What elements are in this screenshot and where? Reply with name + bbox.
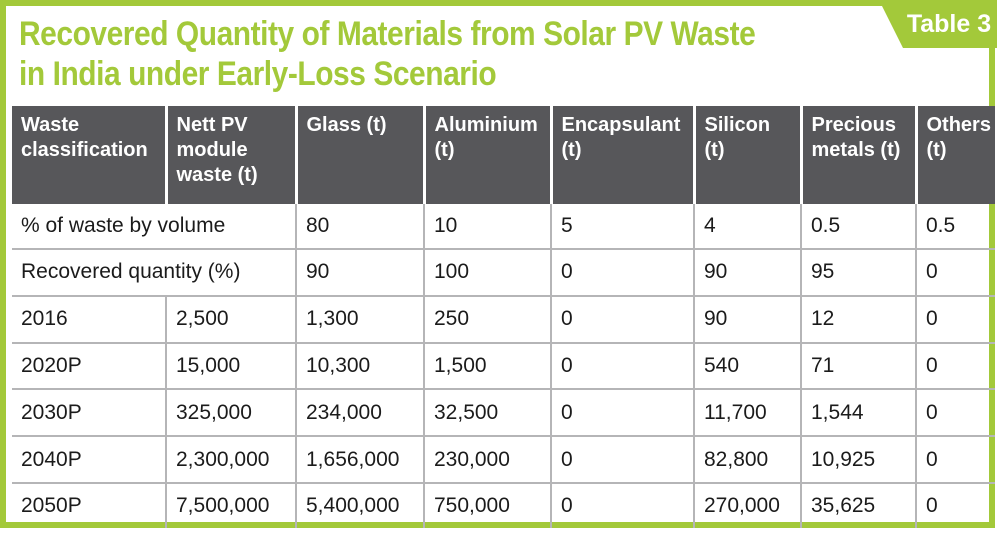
table-cell: 0 — [916, 388, 995, 437]
table-row-2050p: 2050P 7,500,000 5,400,000 750,000 0 270,… — [12, 481, 995, 528]
table-cell: 1,544 — [801, 388, 917, 437]
table-cell: 230,000 — [424, 435, 552, 483]
table-cell: 11,700 — [694, 388, 802, 437]
table-cell: 0 — [551, 435, 695, 483]
table-cell: 4 — [694, 204, 802, 249]
row-label: 2050P — [12, 481, 167, 528]
table-cell: 0 — [916, 294, 995, 343]
table-cell: 0 — [551, 248, 695, 296]
table-cell: 10,925 — [801, 435, 917, 483]
table-cell: 5 — [551, 204, 695, 249]
table-cell: 0 — [551, 341, 695, 390]
table-cell: 250 — [424, 294, 552, 343]
row-label: 2040P — [12, 435, 167, 483]
header-cell-precious-metals: Precious metals (t) — [801, 106, 918, 204]
table-cell: 0 — [916, 248, 995, 296]
table-row-2016: 2016 2,500 1,300 250 0 90 12 0 — [12, 294, 995, 343]
table-cell: 325,000 — [166, 388, 297, 437]
row-label: 2030P — [12, 388, 167, 437]
table-cell: 234,000 — [296, 388, 425, 437]
table-cell: 1,300 — [296, 294, 425, 343]
table-row-2020p: 2020P 15,000 10,300 1,500 0 540 71 0 — [12, 341, 995, 390]
data-table: Waste classification Nett PV module wast… — [12, 106, 995, 528]
table-title-line1: Recovered Quantity of Materials from Sol… — [19, 15, 756, 53]
table-cell: 1,656,000 — [296, 435, 425, 483]
table-row-2030p: 2030P 325,000 234,000 32,500 0 11,700 1,… — [12, 388, 995, 437]
table-cell: 95 — [801, 248, 917, 296]
table-number-label: Table 3 — [906, 9, 992, 38]
table-cell: 10,300 — [296, 341, 425, 390]
table-title-line2: in India under Early-Loss Scenario — [19, 55, 497, 93]
table-cell: 90 — [694, 248, 802, 296]
header-cell-silicon: Silicon (t) — [694, 106, 803, 204]
table-cell: 5,400,000 — [296, 481, 425, 528]
header-cell-nett-pv-module-waste: Nett PV module waste (t) — [166, 106, 298, 204]
table-cell: 0 — [916, 341, 995, 390]
table-cell: 0 — [551, 388, 695, 437]
table-cell: 35,625 — [801, 481, 917, 528]
table-row-2040p: 2040P 2,300,000 1,656,000 230,000 0 82,8… — [12, 435, 995, 483]
table-title: Recovered Quantity of Materials from Sol… — [19, 14, 756, 94]
table-row-percent-of-waste: % of waste by volume 80 10 5 4 0.5 0.5 — [12, 204, 995, 249]
table-cell: 90 — [296, 248, 425, 296]
table-cell: 270,000 — [694, 481, 802, 528]
table-cell: 10 — [424, 204, 552, 249]
row-label: 2016 — [12, 294, 167, 343]
table-cell: 7,500,000 — [166, 481, 297, 528]
table-row-recovered-quantity: Recovered quantity (%) 90 100 0 90 95 0 — [12, 248, 995, 296]
header-cell-waste-classification: Waste classification — [12, 106, 168, 204]
table-cell: 0 — [916, 435, 995, 483]
table-cell: 82,800 — [694, 435, 802, 483]
header-cell-aluminium: Aluminium (t) — [424, 106, 553, 204]
table-cell: 100 — [424, 248, 552, 296]
table-cell: 71 — [801, 341, 917, 390]
row-label: Recovered quantity (%) — [12, 248, 297, 296]
page-frame: Recovered Quantity of Materials from Sol… — [0, 0, 995, 528]
row-label: 2020P — [12, 341, 167, 390]
header-cell-encapsulant: Encapsulant (t) — [551, 106, 696, 204]
table-cell: 0 — [551, 294, 695, 343]
table-cell: 0 — [551, 481, 695, 528]
table-cell: 0 — [916, 481, 995, 528]
table-cell: 750,000 — [424, 481, 552, 528]
header-cell-glass: Glass (t) — [296, 106, 426, 204]
table-cell: 12 — [801, 294, 917, 343]
table-cell: 0.5 — [926, 214, 956, 237]
table-cell: 90 — [694, 294, 802, 343]
table-cell: 80 — [296, 204, 425, 249]
row-label: % of waste by volume — [12, 204, 297, 249]
table-cell: 2,300,000 — [166, 435, 297, 483]
header-cell-others: Others (t) — [916, 106, 995, 204]
table-cell: 0.5 — [801, 204, 917, 249]
table-cell: 32,500 — [424, 388, 552, 437]
table-cell: 2,500 — [166, 294, 297, 343]
table-cell: 540 — [694, 341, 802, 390]
table-header-row: Waste classification Nett PV module wast… — [12, 106, 995, 204]
table-cell: 15,000 — [166, 341, 297, 390]
table-cell: 1,500 — [424, 341, 552, 390]
